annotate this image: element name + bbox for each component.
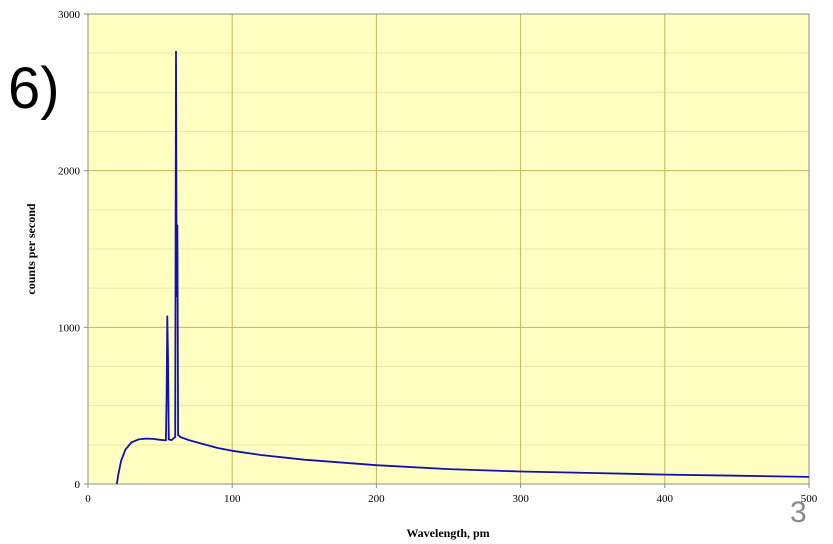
plot-border [87,13,810,485]
x-tick-label: 100 [224,493,241,505]
x-tick-label: 500 [801,493,818,505]
x-tick-label: 400 [657,493,674,505]
minor-gridlines [88,52,809,446]
x-tick-label: 0 [85,493,91,505]
y-axis-title: counts per second [24,203,38,294]
x-axis-ticks: 0 100 200 300 400 500 [85,484,818,505]
x-tick-label: 200 [368,493,385,505]
y-tick-label: 0 [75,479,81,491]
x-tick-label: 300 [512,493,529,505]
y-axis-ticks: 0 1000 2000 3000 [58,9,88,491]
y-tick-label: 2000 [58,166,81,178]
x-axis-title: Wavelength, pm [406,526,489,540]
y-tick-label: 3000 [58,9,81,21]
slide-text-fragment: 6) [8,56,60,121]
major-gridlines [88,14,809,484]
page-number: 3 [790,496,807,529]
series-line [115,50,810,485]
y-tick-label: 1000 [58,322,81,334]
